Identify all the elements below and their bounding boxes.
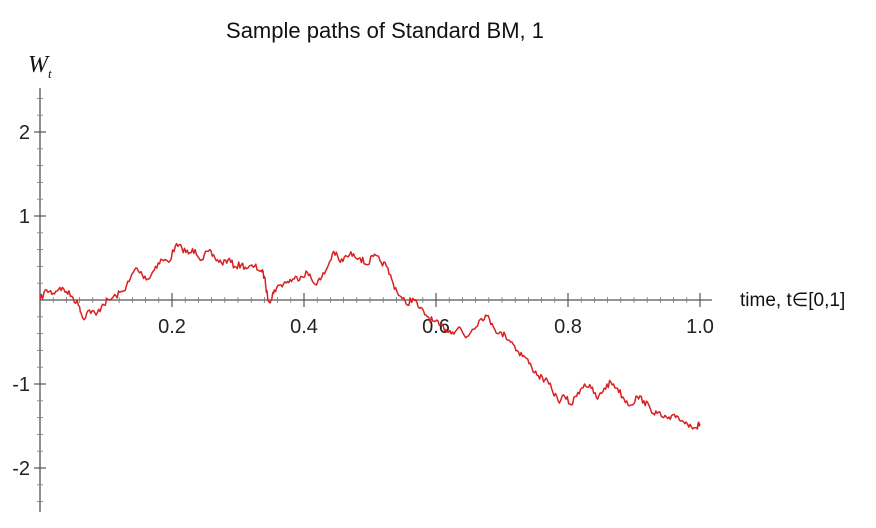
x-tick-label: 0.2 [158, 316, 186, 338]
x-tick-label: 0.8 [554, 316, 582, 338]
y-ticks: 2 1 -1 -2 [12, 122, 46, 480]
x-tick-label: 0.6 [422, 316, 450, 338]
y-axis-label-main: W [28, 52, 50, 78]
y-tick-label: -1 [12, 374, 30, 396]
x-ticks: 0.2 0.4 0.6 0.8 1.0 [158, 293, 714, 338]
minor-ticks [37, 98, 688, 503]
y-axis-label: Wt [28, 52, 52, 81]
y-tick-label: 2 [19, 122, 30, 144]
x-axis-label: time, t∈[0,1] [740, 290, 845, 311]
series-line [39, 242, 701, 430]
chart-title: Sample paths of Standard BM, 1 [226, 18, 544, 43]
y-tick-label: -2 [12, 458, 30, 480]
y-tick-label: 1 [19, 206, 30, 228]
x-tick-label: 0.4 [290, 316, 318, 338]
x-tick-label: 1.0 [686, 316, 714, 338]
y-axis-label-sub: t [48, 66, 52, 81]
series-group [39, 242, 701, 430]
